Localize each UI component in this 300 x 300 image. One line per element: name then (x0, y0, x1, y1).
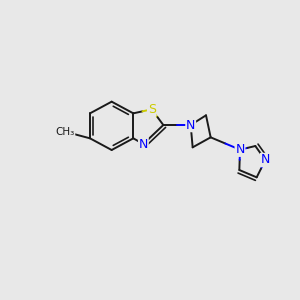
Text: CH₃: CH₃ (56, 127, 75, 137)
Text: N: N (186, 118, 195, 131)
Text: N: N (261, 154, 270, 166)
Text: N: N (139, 137, 148, 151)
Text: N: N (235, 143, 245, 156)
Text: S: S (148, 103, 156, 116)
